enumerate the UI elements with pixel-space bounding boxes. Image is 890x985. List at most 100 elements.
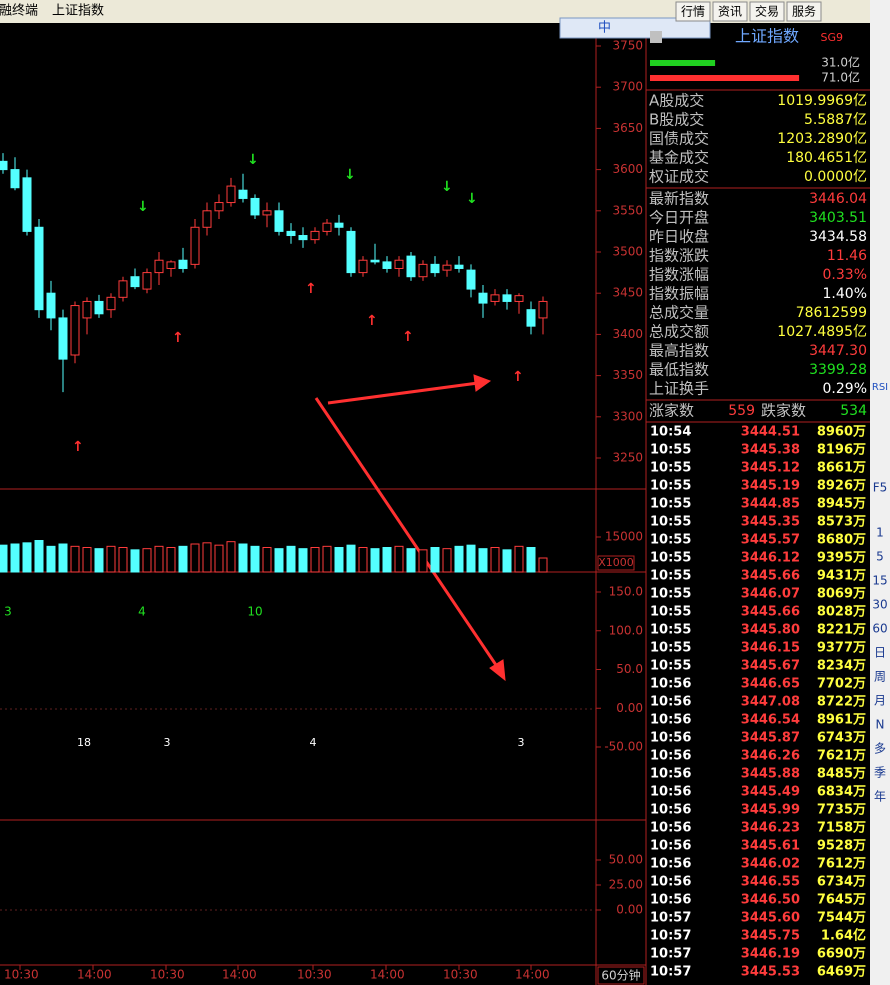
signal-count: 18: [77, 736, 91, 749]
sidebar-button[interactable]: 周: [874, 670, 886, 684]
sidebar-button[interactable]: 季: [874, 766, 886, 780]
sidebar-button[interactable]: 多: [874, 742, 886, 756]
trade-volume: 8485万: [817, 767, 866, 782]
indicator-tick-label: 100.0: [609, 623, 643, 637]
menu-button[interactable]: [712, 1, 748, 22]
menu-button[interactable]: [749, 1, 785, 22]
volume-bar: [226, 541, 236, 573]
trade-time: 10:55: [650, 443, 691, 458]
menu-label: 交易: [755, 4, 779, 19]
sidebar-button[interactable]: RSI: [872, 382, 888, 393]
stat-value: 78612599: [796, 305, 867, 321]
trade-time: 10:55: [650, 623, 691, 638]
trade-volume: 6690万: [817, 947, 866, 962]
index-name: 上证指数: [735, 27, 799, 46]
candle-body: [418, 263, 428, 278]
sell-arrow: ↓: [137, 199, 149, 215]
time-label: 14:00: [515, 968, 550, 982]
trade-volume: 6743万: [817, 731, 866, 746]
sidebar-button[interactable]: 月: [874, 694, 886, 708]
sidebar-button[interactable]: 30: [872, 598, 887, 612]
volume-bar: [154, 545, 164, 573]
candle-body: [454, 264, 464, 269]
trade-price: 3445.35: [741, 515, 800, 530]
volume-bar: [514, 545, 524, 573]
candle-body: [130, 276, 140, 288]
volume-bar: [418, 549, 428, 573]
trade-volume: 8926万: [817, 479, 866, 494]
time-label: 10:30: [297, 968, 332, 982]
time-label: 10:30: [4, 968, 39, 982]
trade-volume: 8661万: [817, 461, 866, 476]
sidebar-button[interactable]: 5: [876, 550, 884, 564]
unit-box: [597, 555, 635, 571]
menu-button[interactable]: [786, 1, 822, 22]
stat-label: 总成交量: [649, 304, 709, 322]
sidebar-button[interactable]: N: [876, 718, 885, 732]
trade-volume: 6469万: [817, 965, 866, 980]
menu-label: 行情: [681, 5, 705, 19]
macd-tick-label: 25.00: [609, 878, 643, 892]
sidebar-button[interactable]: 60: [872, 622, 887, 636]
trade-time: 10:56: [650, 713, 691, 728]
candle-body: [490, 294, 500, 302]
trade-volume: 7621万: [817, 749, 866, 764]
trade-volume: 7702万: [817, 677, 866, 692]
sidebar-button[interactable]: F5: [873, 481, 888, 495]
sidebar-button[interactable]: 15: [872, 574, 887, 588]
indicator-tick-label: 50.0: [616, 662, 643, 676]
signal-count: 4: [138, 605, 146, 619]
volume-bar: [538, 557, 548, 573]
candle-body: [166, 261, 176, 269]
signal-count: 10: [247, 605, 262, 619]
volume-bar: [286, 545, 296, 573]
trade-time: 10:55: [650, 533, 691, 548]
trade-price: 3447.08: [741, 695, 800, 710]
volume-bar: [406, 548, 416, 573]
candle-body: [10, 169, 20, 189]
volume-bar: [58, 543, 68, 573]
flow-bar: [650, 75, 800, 81]
y-tick-label: 3700: [612, 80, 643, 94]
trade-volume: 7544万: [817, 911, 866, 926]
macd-tick-label: 50.00: [609, 853, 643, 867]
indicator-tick-label: 150.0: [609, 585, 643, 599]
breadth-label: 跌家数: [761, 402, 806, 420]
trade-volume: 1.64亿: [821, 928, 866, 944]
volume-bar: [310, 547, 320, 573]
trade-time: 10:55: [650, 497, 691, 512]
stat-value: 3403.51: [809, 210, 867, 226]
ime-toolbar[interactable]: [559, 17, 711, 39]
trade-time: 10:55: [650, 551, 691, 566]
trade-volume: 8028万: [817, 605, 866, 620]
volume-bar: [250, 545, 260, 573]
trade-price: 3445.66: [741, 605, 800, 620]
candle-body: [82, 300, 92, 319]
volume-bar: [526, 547, 536, 573]
volume-bar: [502, 549, 512, 573]
volume-bar: [370, 548, 380, 573]
breadth-label: 涨家数: [649, 402, 694, 420]
sidebar-button[interactable]: 日: [874, 646, 886, 660]
buy-arrow: ↑: [402, 329, 414, 345]
period-label: 60分钟: [601, 968, 640, 983]
menu-button[interactable]: [675, 1, 711, 22]
sidebar-button[interactable]: 1: [876, 526, 884, 540]
time-label: 14:00: [370, 968, 405, 982]
volume-bar: [430, 547, 440, 573]
candle-body: [382, 261, 392, 269]
annotation-arrow: [314, 397, 500, 669]
trade-volume: 8680万: [817, 533, 866, 548]
candle-body: [142, 272, 152, 290]
stat-value: 1.40%: [823, 286, 867, 302]
candle-body: [502, 294, 512, 302]
trade-price: 3446.23: [741, 821, 800, 836]
trade-time: 10:55: [650, 461, 691, 476]
volume-bar: [478, 548, 488, 573]
trade-volume: 7645万: [817, 893, 866, 908]
candle-body: [346, 230, 356, 274]
buy-arrow: ↑: [512, 369, 524, 385]
trade-volume: 9431万: [817, 569, 866, 584]
stat-value: 3446.04: [809, 191, 867, 207]
sidebar-button[interactable]: 年: [874, 790, 886, 804]
